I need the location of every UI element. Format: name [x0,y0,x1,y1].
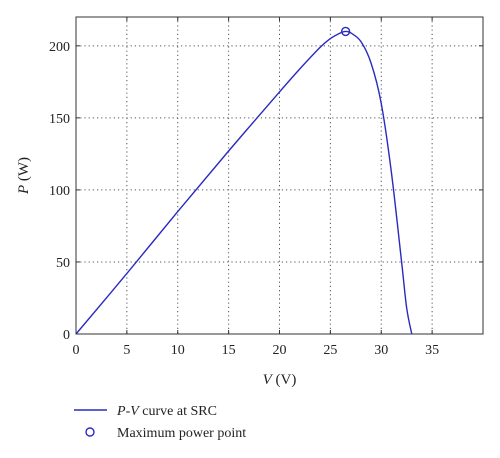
legend-marker-swatch [85,427,95,437]
x-axis-unit: (V) [272,372,297,388]
x-tick-label: 5 [123,343,130,358]
y-tick-label: 50 [56,256,70,271]
series-group [75,26,413,335]
legend-rest: curve at SRC [139,404,217,419]
x-axis-var: V [263,372,274,388]
legend-dash: - [126,404,131,419]
y-axis-var: P [16,185,32,195]
x-axis-label: V (V) [263,372,297,388]
x-tick-label: 35 [425,343,439,358]
x-tick-label: 20 [273,343,287,358]
x-tick-label: 30 [374,343,388,358]
y-axis-label: P (W) [16,157,32,195]
axis-ticks: 0 5 10 15 20 25 30 35 0 50 100 150 200 [49,17,483,358]
pv-curve-line [75,30,413,335]
x-tick-label: 10 [171,343,185,358]
legend-entry-mpp: Maximum power point [117,426,246,441]
x-tick-label: 25 [323,343,337,358]
legend-var-v: V [130,404,140,419]
legend-entry-pv-curve: P-V curve at SRC [116,404,217,419]
y-tick-label: 100 [49,184,70,199]
grid-lines [76,17,483,334]
legend-var-p: P [116,404,126,419]
y-tick-label: 200 [49,40,70,55]
x-tick-label: 15 [222,343,236,358]
mpp-marker [340,26,351,37]
y-axis-unit: (W) [16,157,32,185]
legend: P-V curve at SRC Maximum power point [74,404,246,441]
y-tick-label: 0 [63,328,70,343]
x-tick-label: 0 [73,343,80,358]
y-tick-label: 150 [49,112,70,127]
